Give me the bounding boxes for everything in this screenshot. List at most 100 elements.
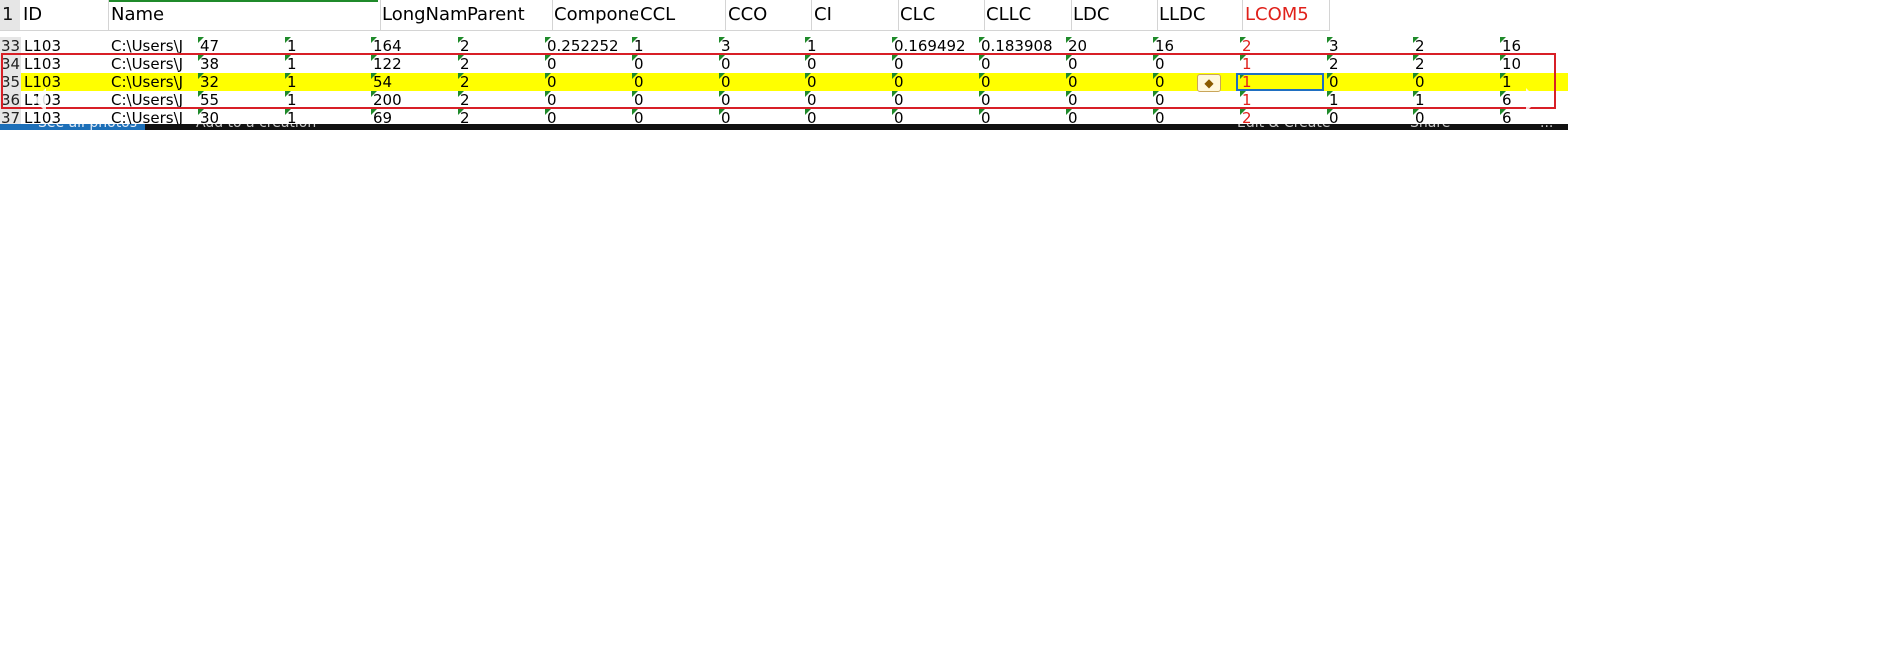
table-cell[interactable]: 0 xyxy=(892,91,978,109)
table-cell[interactable]: 1 xyxy=(1500,73,1568,91)
see-all-photos-button[interactable] xyxy=(0,124,145,130)
table-cell[interactable]: 0 xyxy=(1413,73,1499,91)
table-cell[interactable]: 2 xyxy=(1413,37,1499,55)
table-cell[interactable]: 69 xyxy=(371,109,457,127)
table-cell[interactable]: 3 xyxy=(1327,37,1413,55)
table-cell[interactable]: 0 xyxy=(719,73,805,91)
header-component[interactable]: Component xyxy=(554,4,638,25)
table-cell[interactable]: 3 xyxy=(719,37,805,55)
table-cell[interactable]: 0 xyxy=(719,109,805,127)
table-cell[interactable]: 0.252252 xyxy=(545,37,631,55)
header-clc[interactable]: CLC xyxy=(900,4,936,25)
table-cell[interactable]: 20 xyxy=(1066,37,1152,55)
table-cell[interactable]: 0 xyxy=(1153,91,1239,109)
table-cell[interactable]: 0 xyxy=(632,55,718,73)
table-cell[interactable]: 54 xyxy=(371,73,457,91)
header-parent[interactable]: Parent xyxy=(467,4,525,25)
table-cell[interactable]: 1 xyxy=(285,37,371,55)
table-cell[interactable]: 0 xyxy=(1327,73,1413,91)
next-arrow-icon[interactable] xyxy=(1526,88,1538,112)
table-cell[interactable]: 0 xyxy=(1066,91,1152,109)
table-cell[interactable]: 1 xyxy=(632,37,718,55)
table-cell[interactable]: 1 xyxy=(1327,91,1413,109)
row-number[interactable]: 35 xyxy=(0,73,21,91)
table-cell[interactable]: 0 xyxy=(1327,109,1413,127)
table-cell[interactable]: 0 xyxy=(545,109,631,127)
header-longname[interactable]: LongName xyxy=(382,4,466,25)
header-lldc[interactable]: LLDC xyxy=(1159,4,1206,25)
previous-arrow-icon[interactable] xyxy=(34,88,46,112)
table-cell[interactable]: 1 xyxy=(285,73,371,91)
table-cell[interactable]: C:\Users\J xyxy=(111,73,184,91)
row-number[interactable]: 37 xyxy=(0,109,21,127)
table-cell[interactable]: 164 xyxy=(371,37,457,55)
table-cell[interactable]: 1 xyxy=(805,37,891,55)
more-options-button[interactable]: ... xyxy=(1540,124,1553,130)
table-cell[interactable]: 32 xyxy=(198,73,284,91)
table-cell[interactable]: 0 xyxy=(979,73,1065,91)
table-cell[interactable]: 6 xyxy=(1500,109,1568,127)
header-ci[interactable]: CI xyxy=(814,4,832,25)
table-cell[interactable]: 0 xyxy=(892,109,978,127)
table-cell[interactable]: 2 xyxy=(1240,37,1326,55)
header-id[interactable]: ID xyxy=(23,4,43,25)
table-cell[interactable]: 0 xyxy=(892,73,978,91)
table-cell[interactable]: 0 xyxy=(545,73,631,91)
table-cell[interactable]: L103 xyxy=(24,37,61,55)
table-cell[interactable]: 2 xyxy=(458,37,544,55)
table-cell[interactable]: 2 xyxy=(458,73,544,91)
table-cell[interactable]: 1 xyxy=(1240,91,1326,109)
table-cell[interactable]: 0.183908 xyxy=(979,37,1065,55)
row-number[interactable]: 34 xyxy=(0,55,21,73)
table-cell[interactable]: 0 xyxy=(892,55,978,73)
table-cell[interactable]: 38 xyxy=(198,55,284,73)
warning-diamond-icon[interactable]: ◆ xyxy=(1197,74,1221,92)
table-cell[interactable]: 2 xyxy=(458,91,544,109)
row-number[interactable]: 36 xyxy=(0,91,21,109)
table-cell[interactable]: 0 xyxy=(545,91,631,109)
table-cell[interactable]: C:\Users\J xyxy=(111,91,184,109)
table-cell[interactable]: 0 xyxy=(1153,73,1239,91)
header-name[interactable]: Name xyxy=(111,4,165,25)
table-cell[interactable]: 0 xyxy=(1413,109,1499,127)
add-to-creation-button[interactable]: Add to a creation xyxy=(196,124,316,130)
table-cell[interactable]: 1 xyxy=(285,55,371,73)
table-cell[interactable]: 16 xyxy=(1153,37,1239,55)
table-cell[interactable]: 0 xyxy=(979,91,1065,109)
table-cell[interactable]: 200 xyxy=(371,91,457,109)
table-cell[interactable]: 1 xyxy=(1240,55,1326,73)
table-cell[interactable]: L103 xyxy=(24,109,61,127)
table-cell[interactable]: L103 xyxy=(24,73,61,91)
table-cell[interactable]: 55 xyxy=(198,91,284,109)
table-cell[interactable]: 0 xyxy=(1153,109,1239,127)
table-cell[interactable]: 0 xyxy=(979,109,1065,127)
edit-create-button[interactable]: Edit & Create xyxy=(1237,124,1330,130)
table-cell[interactable]: 2 xyxy=(458,109,544,127)
table-cell[interactable]: 0 xyxy=(719,55,805,73)
table-cell[interactable]: 0 xyxy=(805,109,891,127)
header-ldc[interactable]: LDC xyxy=(1073,4,1110,25)
table-cell[interactable]: 0 xyxy=(719,91,805,109)
share-button[interactable]: Share xyxy=(1410,124,1450,130)
table-cell[interactable]: L103 xyxy=(24,55,61,73)
table-cell[interactable]: 0 xyxy=(805,91,891,109)
table-cell[interactable]: C:\Users\J xyxy=(111,37,184,55)
table-cell[interactable]: 2 xyxy=(1413,55,1499,73)
table-cell[interactable]: 0 xyxy=(979,55,1065,73)
table-cell[interactable]: 0 xyxy=(1066,73,1152,91)
table-cell[interactable]: 2 xyxy=(1327,55,1413,73)
table-cell[interactable]: 0 xyxy=(805,55,891,73)
table-cell[interactable]: C:\Users\J xyxy=(111,55,184,73)
header-cco[interactable]: CCO xyxy=(728,4,768,25)
table-cell[interactable]: 1 xyxy=(285,109,371,127)
table-cell[interactable]: 0 xyxy=(632,73,718,91)
table-cell[interactable]: 122 xyxy=(371,55,457,73)
table-cell[interactable]: 0 xyxy=(632,109,718,127)
table-cell[interactable]: 0 xyxy=(805,73,891,91)
table-cell[interactable]: 0 xyxy=(1066,109,1152,127)
table-cell[interactable]: 2 xyxy=(1240,109,1326,127)
table-cell[interactable]: 1 xyxy=(1240,73,1326,91)
table-cell[interactable]: 10 xyxy=(1500,55,1568,73)
table-cell[interactable]: 1 xyxy=(1413,91,1499,109)
table-cell[interactable]: 0 xyxy=(632,91,718,109)
